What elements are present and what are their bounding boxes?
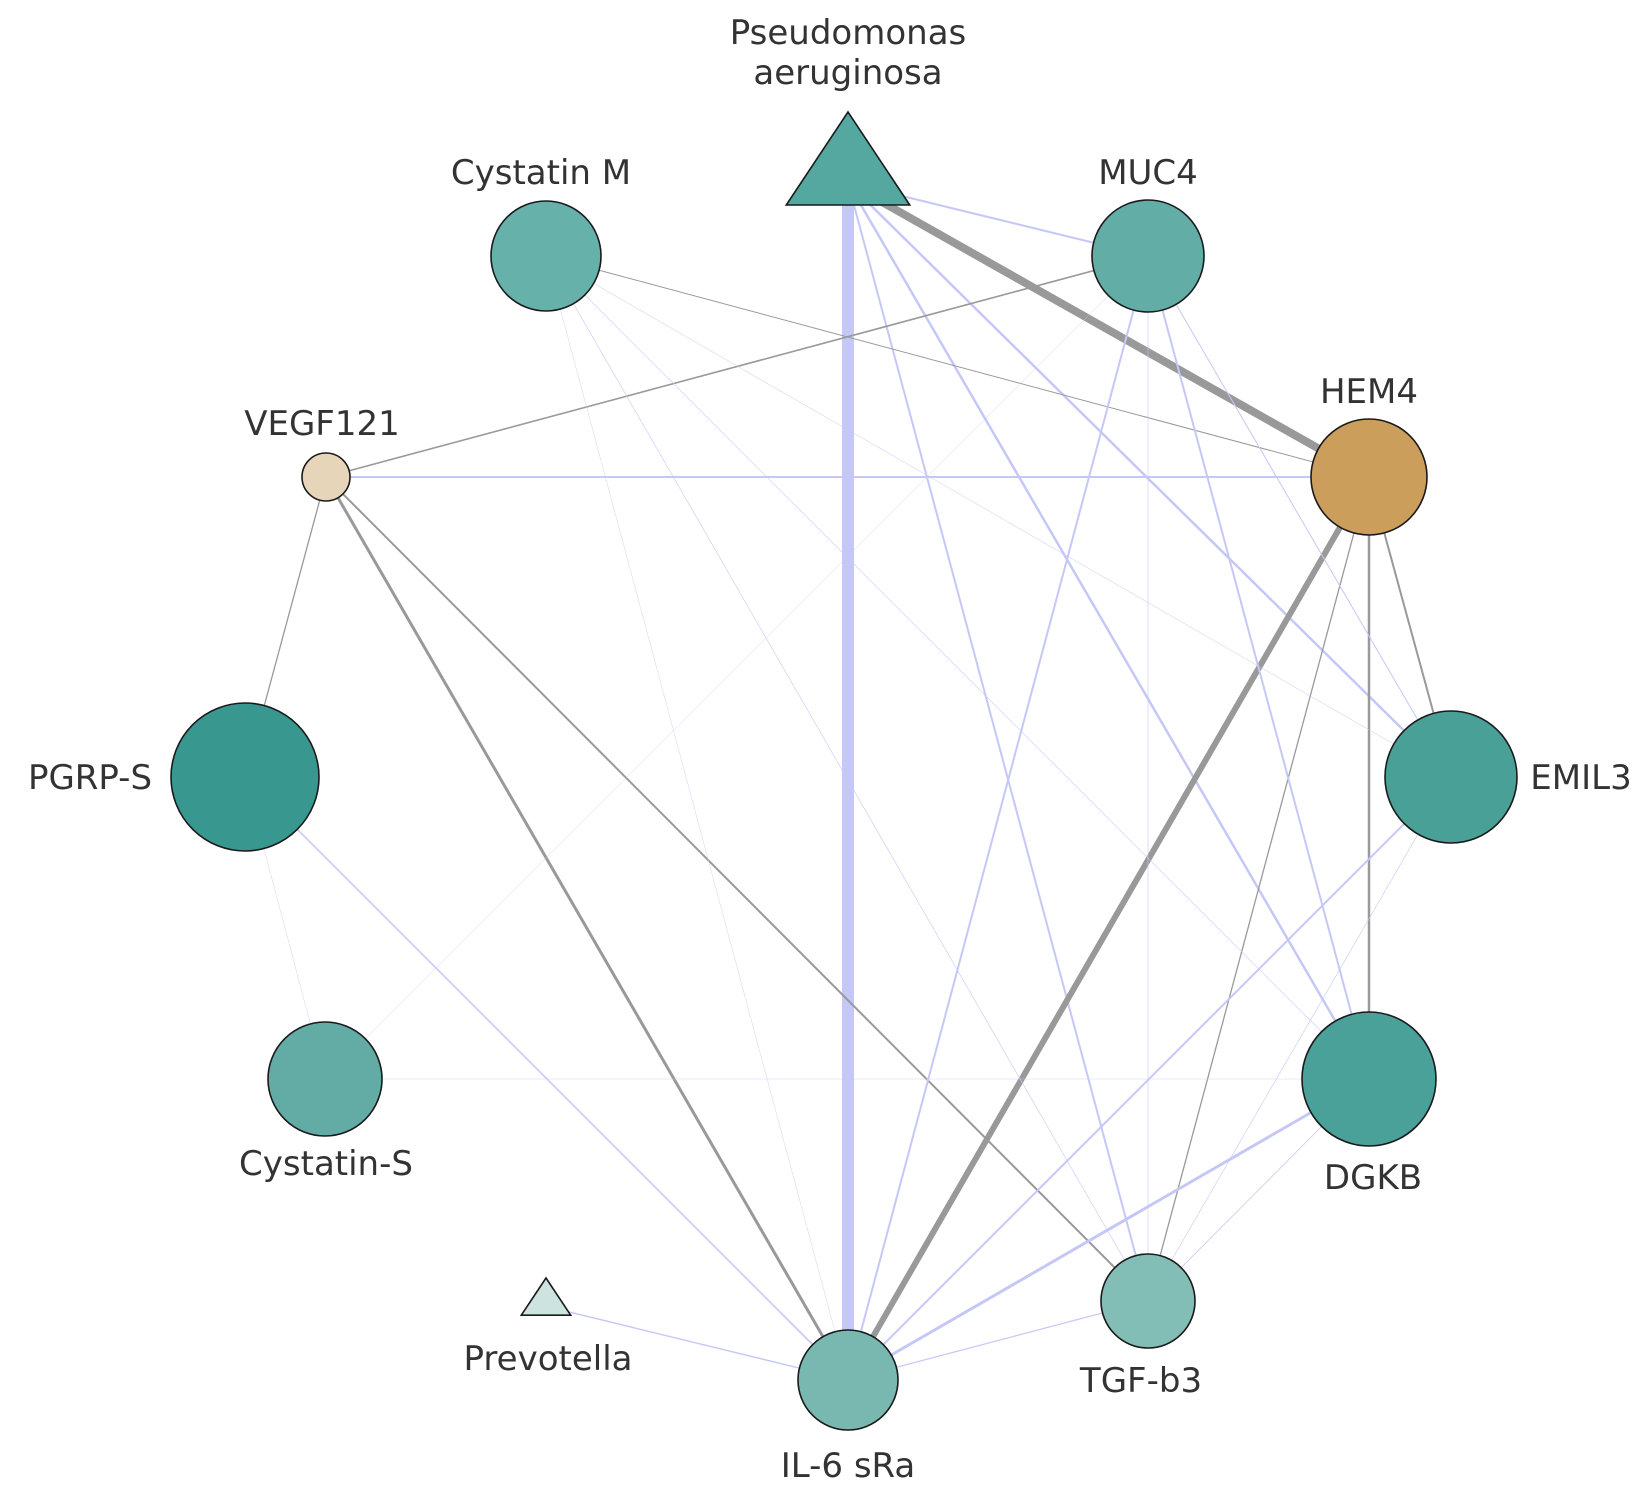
node-label-tgfb3: TGF-b3 [1079,1361,1202,1401]
label-layer: Pseudomonas aeruginosa Cystatin M MUC4 VEGF1… [28,13,1632,1486]
edge-il6sra-emil3 [847,776,1452,1381]
edge-pseudomonas-emil3 [847,181,1452,778]
node-label-pgrp_s: PGRP-S [28,758,152,798]
edge-vegf121-muc4 [325,255,1149,478]
node-label-line: PGRP-S [28,758,152,798]
node-layer [170,110,1518,1431]
node-label-vegf121: VEGF121 [244,404,400,444]
edge-il6sra-dgkb [847,1077,1370,1382]
edge-pseudomonas-hem4 [846,179,1371,481]
node-label-emil3: EMIL3 [1530,758,1631,798]
node-label-pseudomonas: Pseudomonas aeruginosa [730,13,967,93]
node-hem4-circle [1310,418,1428,536]
edge-il6sra-tgfb3 [847,1300,1149,1381]
edge-cystatin_m-hem4 [545,255,1370,478]
node-label-hem4: HEM4 [1320,372,1418,412]
node-emil3-circle [1384,710,1518,844]
edge-hem4-il6sra [845,475,1372,1382]
edge-vegf121-tgfb3 [325,476,1149,1302]
edge-prevotella-il6sra [545,1305,849,1381]
edge-cystatin_m-il6sra [545,255,849,1381]
node-dgkb-circle [1301,1011,1437,1147]
edge-pseudomonas-tgfb3 [847,182,1149,1302]
edge-tgfb3-emil3 [1147,776,1452,1302]
node-label-il6sra: IL-6 sRa [781,1446,916,1486]
edge-muc4-dgkb [1147,255,1370,1080]
node-il6sra-circle [797,1329,899,1431]
edge-muc4-il6sra [847,255,1149,1381]
edge-cystatin_m-tgfb3 [545,255,1149,1302]
node-pgrp_s-circle [170,702,320,852]
node-tgfb3-circle [1100,1253,1196,1349]
node-label-line: Pseudomonas [730,13,967,53]
node-label-line: HEM4 [1320,372,1418,412]
node-label-line: Cystatin-S [239,1144,413,1184]
node-label-cystatin_m: Cystatin M [451,153,631,193]
node-label-line: Cystatin M [451,153,631,193]
node-cystatin_s-circle [267,1021,383,1137]
node-muc4-circle [1091,199,1205,313]
edge-cystatin_m-dgkb [545,255,1370,1080]
node-vegf121-circle [301,452,351,502]
node-label-muc4: MUC4 [1098,153,1198,193]
edge-vegf121-il6sra [324,476,850,1381]
node-pseudomonas-triangle [784,110,912,206]
node-label-line: TGF-b3 [1079,1361,1202,1401]
edge-cystatin_m-emil3 [545,255,1452,778]
node-label-cystatin_s: Cystatin-S [239,1144,413,1184]
node-label-line: aeruginosa [753,53,942,93]
node-prevotella-triangle [519,1276,573,1316]
node-label-line: EMIL3 [1530,758,1631,798]
node-label-line: DGKB [1324,1158,1422,1198]
node-label-dgkb: DGKB [1324,1158,1422,1198]
edge-muc4-cystatin_s [324,255,1149,1080]
node-label-prevotella: Prevotella [464,1339,633,1379]
node-label-line: IL-6 sRa [781,1446,916,1486]
edge-muc4-emil3 [1147,255,1452,778]
edge-pseudomonas-dgkb [846,182,1371,1080]
edge-layer [244,179,1452,1382]
edge-pgrp_s-il6sra [244,776,849,1381]
node-cystatin_m-circle [490,200,602,312]
node-label-line: Prevotella [464,1339,633,1379]
edge-hem4-tgfb3 [1147,476,1370,1302]
node-label-line: MUC4 [1098,153,1198,193]
node-label-line: VEGF121 [244,404,400,444]
